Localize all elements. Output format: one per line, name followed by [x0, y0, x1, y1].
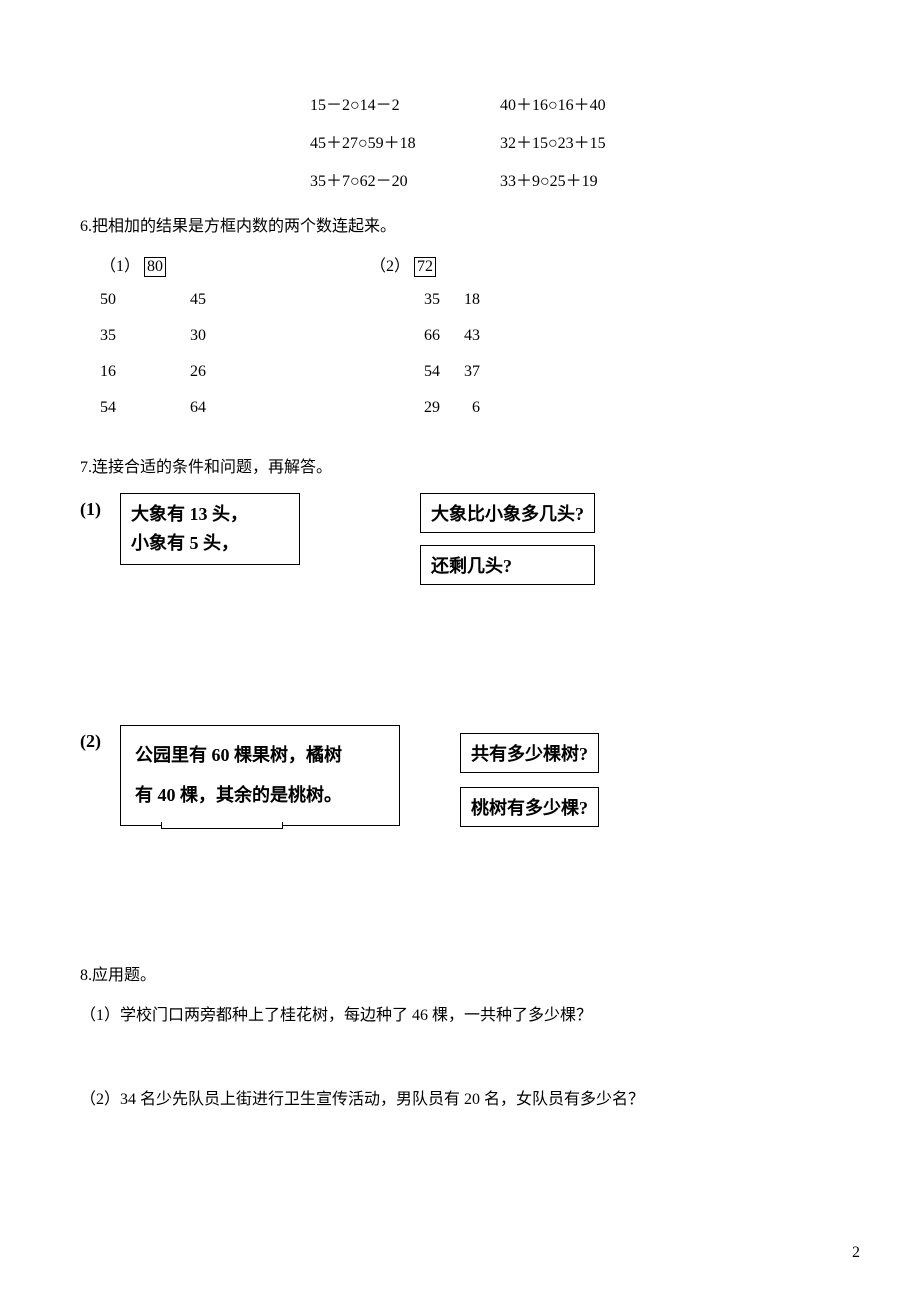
q8-item2: （2）34 名少先队员上街进行卫生宣传活动，男队员有 20 名，女队员有多少名？ [80, 1085, 920, 1109]
q6-s2b-1: 43 [440, 327, 480, 345]
q7-part1: (1) 大象有 13 头， 小象有 5 头， 大象比小象多几头? 还剩几头? [80, 493, 920, 597]
q7-p2-tab-edge [161, 822, 283, 829]
q7-p2-line1: 公园里有 60 棵果树，橘树 [135, 736, 385, 776]
q6-target1-value: 80 [144, 257, 166, 277]
comparison-3-left: 35＋7○62－20 [310, 170, 500, 194]
q6-target1-label: （1） [100, 258, 140, 275]
comparison-1-left: 15－2○14－2 [310, 94, 500, 118]
q6-target2-value: 72 [414, 257, 436, 277]
q8-heading: 8.应用题。 [80, 961, 920, 985]
comparison-2-right: 32＋15○23＋15 [500, 132, 606, 156]
q7-p2-line2: 有 40 棵，其余的是桃树。 [135, 776, 385, 816]
q6-s1a-0: 50 [100, 291, 190, 309]
q6-target2-label: （2） [370, 258, 410, 275]
q6-set1-colA: 50 35 16 54 [100, 291, 190, 435]
q6-targets: （1） 80 （2） 72 [100, 252, 920, 277]
q6-body: （1） 80 （2） 72 50 35 16 54 45 30 26 64 [100, 252, 920, 435]
q6-s1a-2: 16 [100, 363, 190, 381]
q7-part2-questions: 共有多少棵树? 桃树有多少棵? [460, 725, 599, 841]
q7-p2-qa: 共有多少棵树? [460, 733, 599, 773]
q7-heading: 7.连接合适的条件和问题，再解答。 [80, 453, 920, 477]
q6-s1a-1: 35 [100, 327, 190, 345]
q7-p1-qa: 大象比小象多几头? [420, 493, 595, 533]
q7-part2-given: 公园里有 60 棵果树，橘树 有 40 棵，其余的是桃树。 [120, 725, 400, 826]
q7-p2-qb: 桃树有多少棵? [460, 787, 599, 827]
q6-s2a-0: 35 [370, 291, 440, 309]
comparison-1-right: 40＋16○16＋40 [500, 94, 606, 118]
q6-s1a-3: 54 [100, 399, 190, 417]
q6-s2b-2: 37 [440, 363, 480, 381]
q7-p1-qb: 还剩几头? [420, 545, 595, 585]
q6-set2-colA: 35 66 54 29 [370, 291, 440, 435]
q7-part1-questions: 大象比小象多几头? 还剩几头? [420, 493, 595, 597]
comparison-row-1: 15－2○14－2 40＋16○16＋40 [310, 94, 920, 118]
q7-part2-label: (2) [80, 725, 120, 752]
q7-p1-line1: 大象有 13 头， [131, 500, 289, 529]
q7-part1-given: 大象有 13 头， 小象有 5 头， [120, 493, 300, 565]
q6-grid: 50 35 16 54 45 30 26 64 35 66 54 29 18 4… [100, 291, 920, 435]
q6-s2a-1: 66 [370, 327, 440, 345]
q6-s2a-3: 29 [370, 399, 440, 417]
q6-s1b-1: 30 [190, 327, 370, 345]
q6-s2a-2: 54 [370, 363, 440, 381]
page-number: 2 [852, 1244, 860, 1262]
q7-p1-line2: 小象有 5 头， [131, 529, 289, 558]
q8: 8.应用题。 （1）学校门口两旁都种上了桂花树，每边种了 46 棵，一共种了多少… [80, 961, 920, 1109]
q6-s1b-0: 45 [190, 291, 370, 309]
comparison-2-left: 45＋27○59＋18 [310, 132, 500, 156]
q6-s2b-3: 6 [440, 399, 480, 417]
comparison-row-2: 45＋27○59＋18 32＋15○23＋15 [310, 132, 920, 156]
q7-part1-label: (1) [80, 493, 120, 520]
q8-item1: （1）学校门口两旁都种上了桂花树，每边种了 46 棵，一共种了多少棵？ [80, 1001, 920, 1025]
q6-set2-colB: 18 43 37 6 [440, 291, 480, 435]
q6-s1b-2: 26 [190, 363, 370, 381]
q6-heading: 6.把相加的结果是方框内数的两个数连起来。 [80, 212, 920, 236]
comparison-3-right: 33＋9○25＋19 [500, 170, 598, 194]
comparison-row-3: 35＋7○62－20 33＋9○25＋19 [310, 170, 920, 194]
q6-set1-colB: 45 30 26 64 [190, 291, 370, 435]
q6-s1b-3: 64 [190, 399, 370, 417]
q6-s2b-0: 18 [440, 291, 480, 309]
q7-part2: (2) 公园里有 60 棵果树，橘树 有 40 棵，其余的是桃树。 共有多少棵树… [80, 725, 920, 841]
